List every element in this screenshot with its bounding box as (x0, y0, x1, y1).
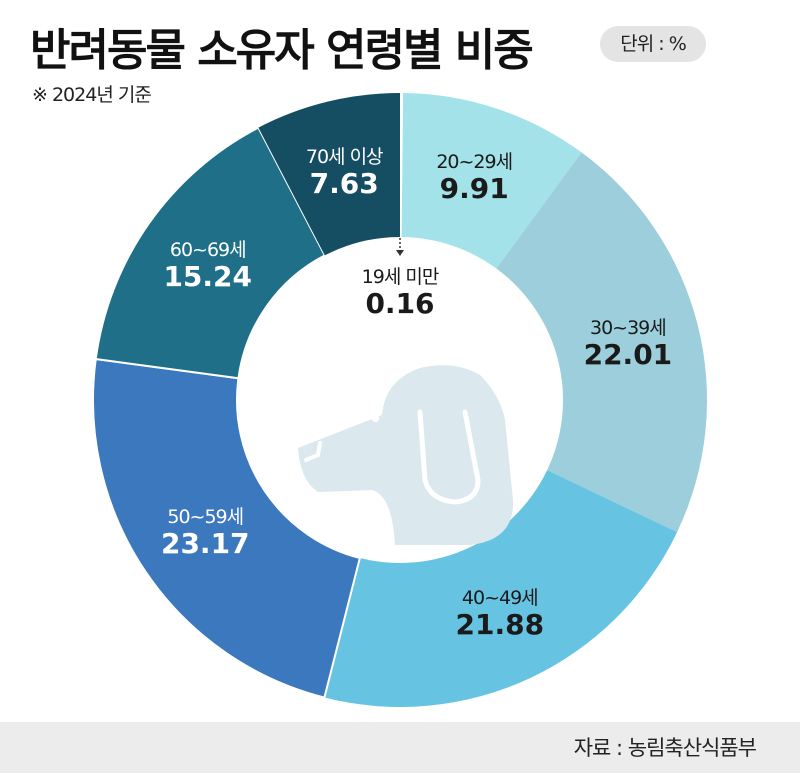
dog-head-icon (298, 365, 514, 545)
segment-value: 22.01 (583, 337, 673, 371)
segment-label: 50~59세 23.17 (161, 502, 250, 560)
segment-age-label: 40~49세 (461, 586, 539, 609)
segment-value: 9.91 (439, 172, 509, 206)
segment-label: 60~69세 15.24 (163, 235, 252, 293)
segment-age-label: 70세 이상 (305, 145, 384, 168)
donut-segment (94, 126, 327, 380)
segment-age-label: 20~29세 (436, 151, 513, 174)
segment-label: 40~49세 21.88 (455, 583, 544, 641)
segment-age-label: 60~69세 (169, 238, 247, 261)
donut-segment (92, 357, 362, 699)
segment-label: 70세 이상 7.63 (305, 142, 384, 200)
chart-title: 반려동물 소유자 연령별 비중 (30, 25, 534, 76)
segment-label: 20~29세 9.91 (436, 147, 513, 206)
donut-segments (92, 93, 708, 707)
center-value: 0.16 (365, 287, 435, 320)
segment-value: 15.24 (163, 259, 253, 293)
footer-bar: 자료 : 농림축산식품부 (0, 722, 800, 773)
segment-age-label: 30~39세 (589, 316, 667, 339)
source-note: 자료 : 농림축산식품부 (573, 736, 757, 760)
segment-value: 21.88 (455, 607, 545, 641)
unit-badge: 단위 : % (600, 26, 706, 62)
segment-label: 30~39세 22.01 (584, 313, 673, 371)
basis-note: ※ 2024년 기준 (32, 84, 152, 106)
center-age-label: 19세 미만 (361, 266, 440, 288)
center-label: 19세 미만 0.16 (361, 262, 440, 320)
donut-segment (496, 152, 708, 533)
donut-segment (401, 93, 582, 269)
segment-value: 7.63 (309, 166, 379, 200)
segment-age-label: 50~59세 (167, 505, 244, 528)
segment-value: 23.17 (160, 526, 250, 560)
donut-segment (258, 93, 400, 256)
small-segment-pointer (396, 238, 404, 256)
donut-segment (324, 470, 678, 707)
